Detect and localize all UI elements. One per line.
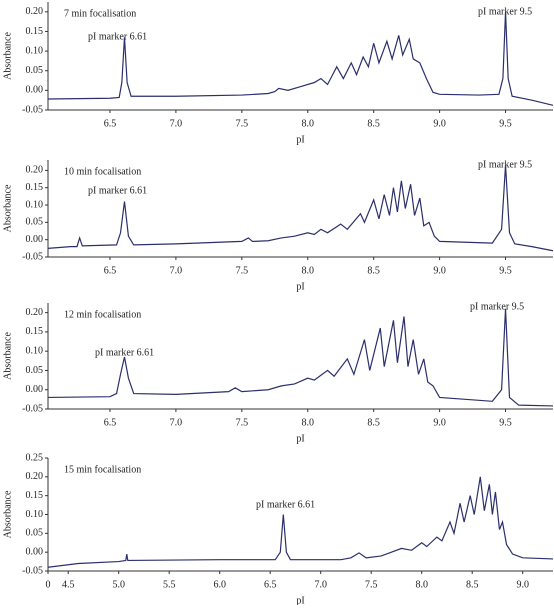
y-tick-label: 0.20 <box>26 471 44 482</box>
y-tick-label: 0.20 <box>26 307 44 318</box>
x-axis-label: pI <box>296 595 304 605</box>
y-axis-label: Absorbance <box>2 332 13 380</box>
x-tick-label: 7.0 <box>170 118 183 129</box>
panel-title: 15 min focalisation <box>64 464 141 475</box>
y-tick-label: 0.05 <box>26 65 44 76</box>
y-tick-label: 0.25 <box>26 452 44 463</box>
x-tick-label: 7.0 <box>170 417 183 428</box>
y-tick-label: -0.05 <box>22 104 43 115</box>
y-tick-label: 0.00 <box>26 85 44 96</box>
annotation: pI marker 6.61 <box>95 347 154 358</box>
y-tick-label: 0.20 <box>26 6 44 17</box>
x-tick-label: 8.0 <box>415 579 428 590</box>
annotation: pI marker 9.5 <box>470 301 524 312</box>
y-tick-label: 0.10 <box>26 199 44 210</box>
annotation: pI marker 6.61 <box>88 31 147 42</box>
annotation: pI marker 6.61 <box>256 499 315 510</box>
x-tick-label: 6.0 <box>213 579 226 590</box>
x-tick-label: 7.0 <box>314 579 327 590</box>
trace-line <box>47 476 554 568</box>
y-axis-label: Absorbance <box>2 490 13 538</box>
x-tick-label: 8.0 <box>302 265 315 276</box>
panel-title: 12 min focalisation <box>64 309 141 320</box>
y-tick-label: 0.05 <box>26 528 44 539</box>
x-axis-label: pI <box>296 433 304 444</box>
x-tick-label: 8.5 <box>367 417 380 428</box>
y-tick-label: 0.15 <box>26 26 44 37</box>
y-tick-label: 0.20 <box>26 165 44 176</box>
x-tick-label: 8.5 <box>466 579 479 590</box>
y-tick-label: 0.05 <box>26 365 44 376</box>
x-tick-label: 7.5 <box>236 118 249 129</box>
x-tick-label: 6.5 <box>104 265 117 276</box>
x-tick-label: 5.5 <box>163 579 176 590</box>
trace-line <box>47 308 554 407</box>
panel-title: 10 min focalisation <box>64 166 141 177</box>
x-tick-label: 7.5 <box>236 417 249 428</box>
y-tick-label: 0.00 <box>26 234 44 245</box>
y-tick-label: 0.10 <box>26 509 44 520</box>
x-tick-label: 8.0 <box>302 417 315 428</box>
annotation: pI marker 6.61 <box>88 185 147 196</box>
x-tick-label: 7.5 <box>236 265 249 276</box>
y-tick-label: 0.00 <box>26 384 44 395</box>
x-tick-label: 7.0 <box>170 265 183 276</box>
annotation: pI marker 9.5 <box>478 159 532 170</box>
x-tick-label: 9.5 <box>499 265 512 276</box>
y-tick-label: -0.05 <box>22 251 43 262</box>
x-tick-label: 0 <box>46 579 51 590</box>
x-tick-label: 9.0 <box>433 417 446 428</box>
x-tick-label: 8.0 <box>302 118 315 129</box>
x-tick-label: 9.0 <box>433 118 446 129</box>
y-tick-label: 0.00 <box>26 546 44 557</box>
x-tick-label: 8.5 <box>367 118 380 129</box>
x-tick-label: 4.5 <box>62 579 75 590</box>
y-axis-label: Absorbance <box>2 184 13 232</box>
x-tick-label: 6.5 <box>104 417 117 428</box>
y-tick-label: 0.15 <box>26 490 44 501</box>
y-tick-label: 0.10 <box>26 45 44 56</box>
x-tick-label: 9.0 <box>516 579 529 590</box>
y-tick-label: 0.10 <box>26 345 44 356</box>
x-tick-label: 6.5 <box>104 118 117 129</box>
x-tick-label: 7.5 <box>365 579 378 590</box>
x-axis-label: pI <box>296 134 304 145</box>
y-tick-label: -0.05 <box>22 565 43 576</box>
trace-line <box>47 165 554 252</box>
panel-title: 7 min focalisation <box>64 8 136 19</box>
y-tick-label: 0.05 <box>26 217 44 228</box>
x-tick-label: 5.0 <box>112 579 125 590</box>
x-tick-label: 6.5 <box>264 579 277 590</box>
y-axis-label: Absorbance <box>2 32 13 80</box>
y-tick-label: -0.05 <box>22 403 43 414</box>
y-tick-label: 0.15 <box>26 182 44 193</box>
x-tick-label: 9.5 <box>499 417 512 428</box>
x-tick-label: 8.5 <box>367 265 380 276</box>
x-axis-label: pI <box>296 281 304 292</box>
trace-line <box>47 11 554 106</box>
x-tick-label: 9.0 <box>433 265 446 276</box>
x-tick-label: 9.5 <box>499 118 512 129</box>
y-tick-label: 0.15 <box>26 326 44 337</box>
